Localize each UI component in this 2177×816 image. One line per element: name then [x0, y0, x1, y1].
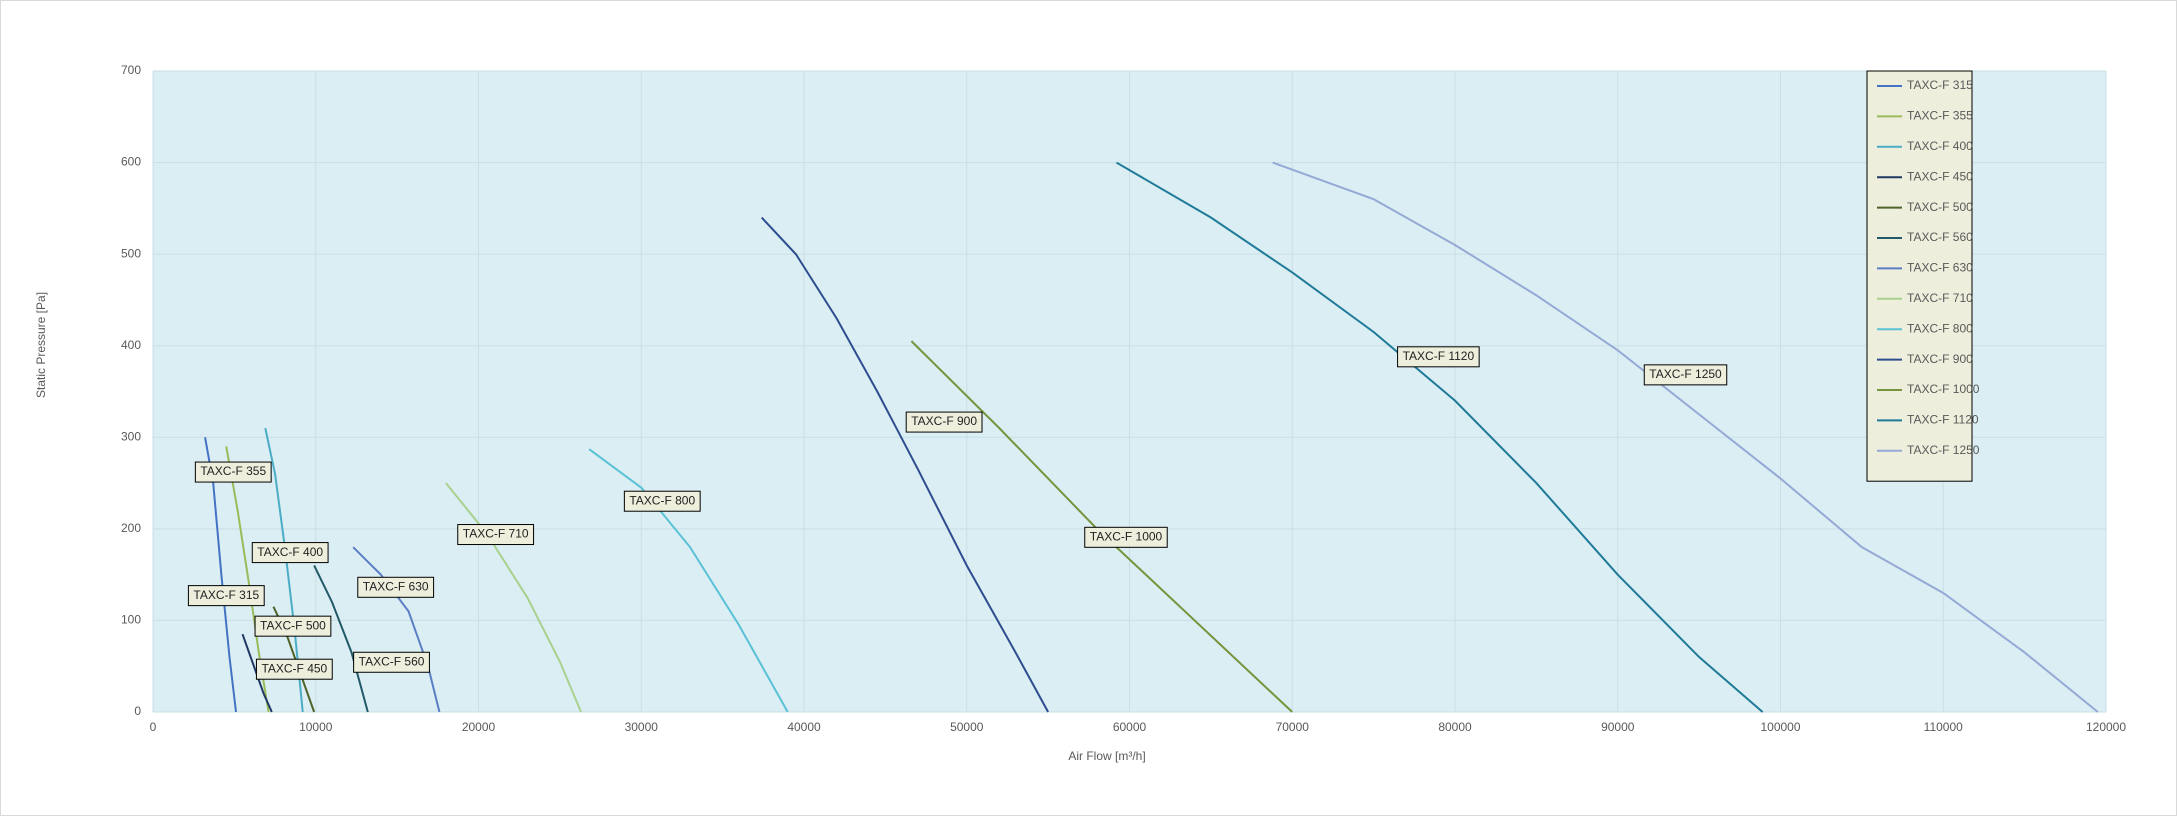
legend-label: TAXC-F 710: [1907, 291, 1973, 305]
x-tick-label: 30000: [625, 720, 659, 734]
legend-label: TAXC-F 500: [1907, 200, 1973, 214]
legend-label: TAXC-F 1120: [1907, 413, 1979, 427]
legend-label: TAXC-F 630: [1907, 261, 1973, 275]
x-tick-label: 80000: [1438, 720, 1472, 734]
legend-label: TAXC-F 560: [1907, 230, 1973, 244]
y-tick-label: 600: [121, 155, 141, 169]
x-tick-label: 110000: [1924, 720, 1963, 734]
series-label: TAXC-F 500: [254, 615, 332, 637]
series-label: TAXC-F 1120: [1397, 346, 1480, 368]
series-label: TAXC-F 400: [251, 542, 329, 564]
legend-label: TAXC-F 315: [1907, 78, 1973, 92]
x-tick-label: 70000: [1276, 720, 1310, 734]
x-tick-label: 0: [150, 720, 157, 734]
series-label-box: [255, 658, 333, 680]
series-line: [445, 482, 582, 713]
series-label-text: TAXC-F 630: [363, 579, 429, 593]
series-label: TAXC-F 710: [457, 524, 535, 546]
y-tick-label: 400: [121, 338, 141, 352]
series-label-box: [251, 542, 329, 564]
y-axis-title: Static Pressure [Pa]: [34, 292, 48, 398]
series-label-box: [1397, 346, 1480, 368]
series-label: TAXC-F 355: [194, 461, 272, 483]
series-line: [313, 565, 369, 713]
series-label-box: [457, 524, 535, 546]
legend-label: TAXC-F 355: [1907, 109, 1973, 123]
legend-box: [1866, 70, 1973, 482]
y-tick-label: 0: [134, 704, 141, 718]
series-label-box: [254, 615, 332, 637]
series-label-box: [1643, 364, 1728, 386]
series-label-text: TAXC-F 560: [359, 654, 425, 668]
series-label-text: TAXC-F 900: [911, 414, 977, 428]
series-label: TAXC-F 315: [187, 585, 265, 607]
legend-label: TAXC-F 450: [1907, 169, 1973, 183]
x-tick-label: 60000: [1113, 720, 1147, 734]
y-tick-label: 300: [121, 429, 141, 443]
series-label-box: [194, 461, 272, 483]
series-line: [760, 216, 1050, 713]
series-line: [241, 633, 273, 713]
series-label-text: TAXC-F 800: [629, 493, 695, 507]
x-tick-label: 100000: [1760, 720, 1800, 734]
series-label: TAXC-F 450: [255, 658, 333, 680]
series-label-box: [905, 411, 983, 433]
x-tick-label: 50000: [950, 720, 984, 734]
legend-label: TAXC-F 900: [1907, 352, 1973, 366]
legend-label: TAXC-F 1000: [1907, 382, 1980, 396]
y-tick-label: 700: [121, 63, 141, 77]
series-line: [352, 546, 441, 713]
y-tick-label: 500: [121, 246, 141, 260]
legend-label: TAXC-F 1250: [1907, 443, 1980, 457]
x-tick-label: 90000: [1601, 720, 1635, 734]
series-label-text: TAXC-F 710: [463, 527, 529, 541]
x-tick-label: 40000: [787, 720, 821, 734]
legend: TAXC-F 315 TAXC-F 355 TAXC-F 400 TAXC-F 450…: [1866, 70, 1980, 482]
series-line: [588, 448, 789, 713]
series-label: TAXC-F 800: [623, 490, 701, 512]
series-label-box: [623, 490, 701, 512]
series-label-box: [1084, 526, 1168, 548]
x-axis-title: Air Flow [m³/h]: [1068, 749, 1145, 763]
series-label-text: TAXC-F 400: [257, 545, 323, 559]
series-label-box: [187, 585, 265, 607]
x-tick-label: 10000: [299, 720, 333, 734]
series-line: [1115, 161, 1764, 713]
series-label-text: TAXC-F 1000: [1090, 529, 1163, 543]
y-tick-label: 200: [121, 521, 141, 535]
series-label: TAXC-F 630: [357, 576, 435, 598]
series-label-text: TAXC-F 1250: [1649, 367, 1722, 381]
series-label: TAXC-F 1000: [1084, 526, 1168, 548]
series-label-box: [357, 576, 435, 598]
legend-label: TAXC-F 800: [1907, 321, 1973, 335]
y-tick-label: 100: [121, 613, 141, 627]
series-label-text: TAXC-F 315: [193, 588, 259, 602]
series-label-text: TAXC-F 450: [261, 661, 327, 675]
series-label-text: TAXC-F 1120: [1403, 349, 1475, 363]
series-line: [1272, 161, 2099, 713]
series-label-text: TAXC-F 355: [200, 464, 266, 478]
series-label-text: TAXC-F 500: [260, 618, 326, 632]
x-tick-label: 20000: [462, 720, 496, 734]
series-label-box: [353, 651, 430, 673]
series-label: TAXC-F 560: [353, 651, 430, 673]
series-label: TAXC-F 1250: [1643, 364, 1728, 386]
x-tick-label: 120000: [2086, 720, 2126, 734]
series-label: TAXC-F 900: [905, 411, 983, 433]
legend-label: TAXC-F 400: [1907, 139, 1973, 153]
